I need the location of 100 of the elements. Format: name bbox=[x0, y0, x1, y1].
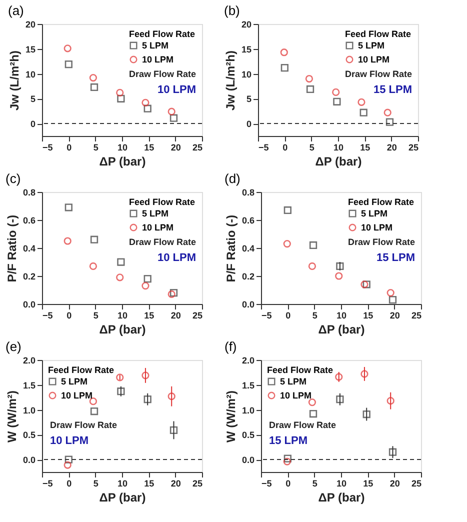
legend-label: 10 LPM bbox=[61, 390, 93, 400]
y-tick-label: 1.5 bbox=[242, 380, 254, 390]
legend-title: Feed Flow Rate bbox=[129, 29, 196, 39]
legend-title: Feed Flow Rate bbox=[267, 365, 334, 375]
y-tick-label: 1.5 bbox=[22, 380, 36, 390]
y-tick-label: 0.4 bbox=[22, 244, 36, 254]
x-tick-label: −5 bbox=[42, 142, 53, 152]
y-tick-label: 0.8 bbox=[242, 188, 254, 198]
y-tick-label: 0.8 bbox=[22, 188, 36, 198]
x-axis-title: ΔP (bar) bbox=[315, 154, 362, 168]
x-tick-label: 5 bbox=[312, 478, 318, 488]
annotation: Draw Flow Rate bbox=[348, 237, 415, 247]
y-axis-title: Jw (L/m²h) bbox=[223, 50, 238, 110]
legend-label: 10 LPM bbox=[280, 390, 312, 400]
y-axis-title: Jw (L/m²h) bbox=[7, 50, 22, 110]
x-tick-label: 0 bbox=[66, 478, 72, 488]
x-axis-title: ΔP (bar) bbox=[318, 322, 365, 336]
x-tick-label: 20 bbox=[390, 310, 400, 320]
legend-label: 5 LPM bbox=[142, 40, 169, 50]
x-tick-label: −5 bbox=[258, 142, 269, 152]
x-tick-label: 5 bbox=[93, 478, 98, 488]
y-tick-label: 0.6 bbox=[242, 216, 254, 226]
chart-title: (d) bbox=[224, 171, 240, 186]
y-tick-label: 15 bbox=[25, 44, 36, 54]
x-tick-label: 5 bbox=[93, 142, 98, 152]
x-axis-title: ΔP (bar) bbox=[99, 490, 146, 504]
x-tick-label: 5 bbox=[93, 310, 98, 320]
x-tick-label: 15 bbox=[360, 142, 370, 152]
y-axis-title: W (W/m²) bbox=[4, 390, 19, 442]
legend-title: Feed Flow Rate bbox=[48, 365, 114, 375]
x-tick-label: 25 bbox=[192, 478, 202, 488]
annotation: 15 LPM bbox=[373, 84, 412, 96]
annotation: Draw Flow Rate bbox=[128, 69, 196, 79]
x-tick-label: 20 bbox=[170, 310, 181, 320]
x-tick-label: 10 bbox=[117, 310, 128, 320]
x-tick-label: −5 bbox=[42, 478, 53, 488]
legend-label: 10 LPM bbox=[142, 54, 174, 64]
chart-title: (a) bbox=[8, 3, 24, 18]
y-tick-label: 15 bbox=[241, 44, 252, 54]
annotation: Draw Flow Rate bbox=[128, 237, 196, 247]
y-tick-label: 0.2 bbox=[242, 272, 254, 282]
legend-label: 10 LPM bbox=[142, 222, 174, 232]
y-tick-label: 1.0 bbox=[242, 405, 254, 416]
y-tick-label: 2.0 bbox=[242, 356, 254, 366]
y-tick-label: 0.0 bbox=[22, 300, 36, 310]
y-tick-label: 0.6 bbox=[22, 216, 36, 226]
y-tick-label: 5 bbox=[30, 94, 36, 104]
x-tick-label: 15 bbox=[144, 310, 154, 320]
annotation: 15 LPM bbox=[269, 434, 308, 447]
x-tick-label: 5 bbox=[312, 310, 318, 320]
x-tick-label: 25 bbox=[408, 142, 418, 152]
x-tick-label: 10 bbox=[117, 142, 128, 152]
annotation: Draw Flow Rate bbox=[344, 69, 412, 79]
chart-title: (c) bbox=[5, 171, 21, 186]
x-tick-label: 25 bbox=[192, 142, 202, 152]
x-tick-label: 15 bbox=[363, 478, 374, 488]
x-tick-label: 20 bbox=[170, 142, 181, 152]
y-tick-label: 5 bbox=[246, 94, 252, 104]
x-tick-label: 20 bbox=[170, 478, 181, 488]
annotation: 10 LPM bbox=[50, 434, 89, 447]
chart-title: (b) bbox=[224, 3, 240, 18]
y-tick-label: 0.0 bbox=[22, 455, 36, 466]
annotation: Draw Flow Rate bbox=[269, 420, 336, 430]
y-tick-label: 20 bbox=[241, 20, 252, 30]
y-tick-label: 10 bbox=[241, 69, 252, 80]
annotation: Draw Flow Rate bbox=[50, 420, 118, 430]
x-tick-label: 0 bbox=[66, 310, 72, 320]
y-tick-label: 0.5 bbox=[22, 430, 36, 440]
x-tick-label: 15 bbox=[144, 142, 154, 152]
x-tick-label: 0 bbox=[286, 310, 291, 320]
y-tick-label: 0.4 bbox=[242, 244, 254, 254]
x-axis-title: ΔP (bar) bbox=[99, 154, 146, 168]
legend-label: 5 LPM bbox=[61, 376, 88, 386]
x-tick-label: 10 bbox=[333, 142, 344, 152]
x-tick-label: 25 bbox=[411, 310, 422, 320]
y-tick-label: 0.5 bbox=[242, 430, 254, 440]
annotation: 15 LPM bbox=[376, 252, 415, 264]
legend-label: 5 LPM bbox=[361, 208, 388, 218]
y-axis-title: P/F Ratio (-) bbox=[224, 214, 238, 282]
legend-title: Feed Flow Rate bbox=[129, 197, 196, 207]
x-tick-label: 25 bbox=[192, 310, 202, 320]
x-tick-label: 15 bbox=[144, 478, 154, 488]
x-axis-title: ΔP (bar) bbox=[318, 490, 365, 504]
x-tick-label: −5 bbox=[42, 310, 53, 320]
y-tick-label: 0.0 bbox=[242, 455, 254, 466]
y-axis-title: W (W/m²) bbox=[224, 390, 238, 442]
y-tick-label: 2.0 bbox=[22, 356, 36, 366]
y-tick-label: 0.2 bbox=[22, 272, 36, 282]
y-tick-label: 20 bbox=[25, 20, 36, 30]
x-axis-title: ΔP (bar) bbox=[99, 322, 146, 336]
x-tick-label: 10 bbox=[336, 310, 347, 320]
x-tick-label: 20 bbox=[386, 142, 397, 152]
x-tick-label: 10 bbox=[117, 478, 128, 488]
legend-label: 5 LPM bbox=[142, 208, 169, 218]
annotation: 10 LPM bbox=[157, 84, 196, 96]
legend-title: Feed Flow Rate bbox=[345, 29, 412, 39]
y-tick-label: 0.0 bbox=[242, 300, 254, 310]
chart-title: (f) bbox=[224, 339, 237, 354]
y-tick-label: 0 bbox=[246, 119, 252, 130]
y-tick-label: 1.0 bbox=[22, 405, 36, 416]
